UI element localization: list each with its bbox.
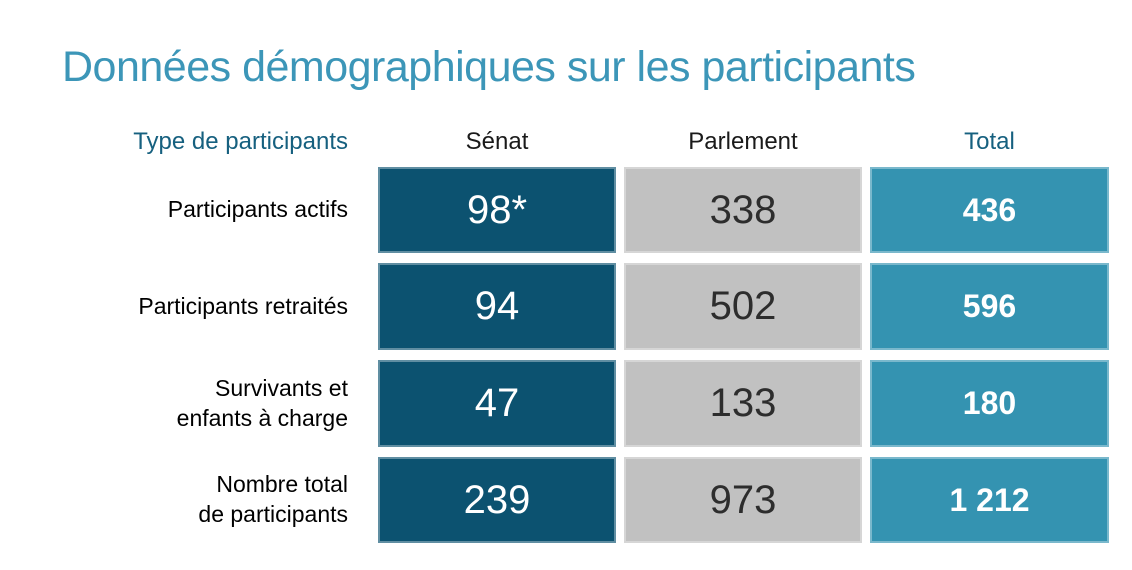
cell-participants-actifs-parlement: 338 <box>624 167 862 253</box>
cell-survivants-enfants-senat: 47 <box>378 360 616 447</box>
row-label-participants-retraites: Participants retraités <box>138 292 348 319</box>
column-header-total: Total <box>964 127 1015 155</box>
column-header-senat: Sénat <box>465 127 529 155</box>
cell-nombre-total-parlement: 973 <box>624 457 862 543</box>
cell-nombre-total-senat: 239 <box>378 457 616 543</box>
cell-survivants-enfants-total: 180 <box>870 360 1109 447</box>
row-label-survivants-enfants: Survivants et enfants à charge <box>176 374 348 431</box>
cell-participants-retraites-parlement: 502 <box>624 263 862 350</box>
column-header-parlement: Parlement <box>688 127 798 155</box>
demographics-table: Type de participants Sénat Parlement Tot… <box>0 115 1109 543</box>
row-label-nombre-total: Nombre total de participants <box>198 471 348 527</box>
row-label-participants-actifs: Participants actifs <box>167 196 348 223</box>
cell-participants-retraites-total: 596 <box>870 263 1109 350</box>
cell-survivants-enfants-parlement: 133 <box>624 360 862 447</box>
column-header-type-de-participants: Type de participants <box>133 127 348 155</box>
cell-participants-retraites-senat: 94 <box>378 263 616 350</box>
cell-participants-actifs-total: 436 <box>870 167 1109 253</box>
page-title: Données démographiques sur les participa… <box>62 43 916 91</box>
cell-participants-actifs-senat: 98* <box>378 167 616 253</box>
cell-nombre-total-total: 1 212 <box>870 457 1109 543</box>
